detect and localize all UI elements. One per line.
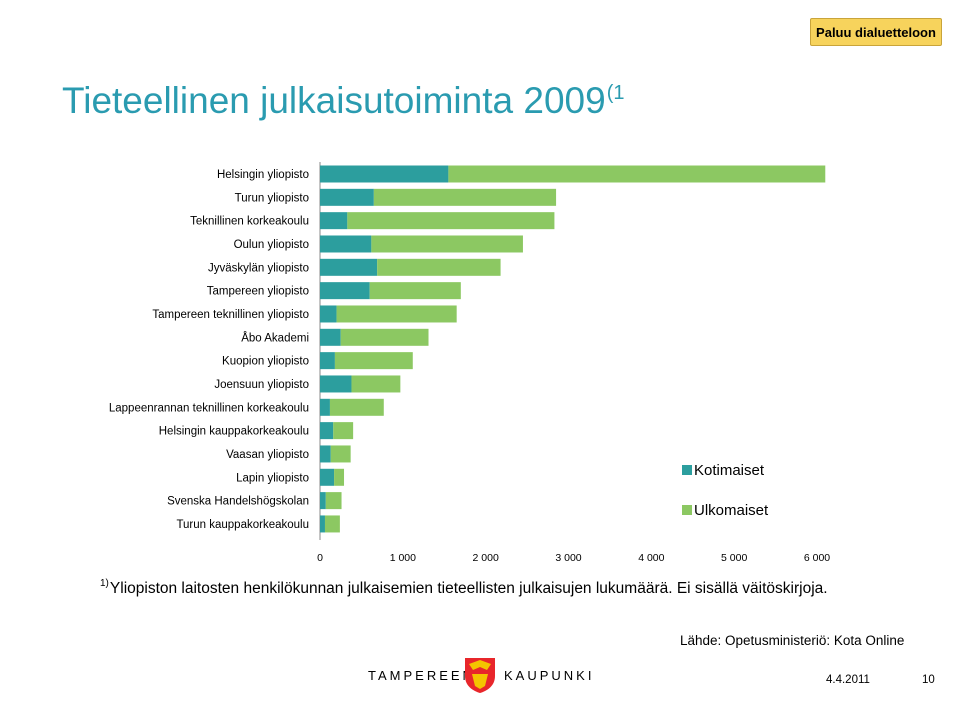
bar-ulkomaiset xyxy=(325,492,342,510)
title-text: Tieteellinen julkaisutoiminta 2009 xyxy=(62,80,606,121)
bar-kotimaiset xyxy=(320,492,326,510)
bar-ulkomaiset xyxy=(336,305,457,323)
legend-swatch xyxy=(682,465,692,475)
bar-kotimaiset xyxy=(320,468,335,486)
category-label: Turun kauppakorkeakoulu xyxy=(176,519,309,531)
category-label: Jyväskylän yliopisto xyxy=(208,262,309,274)
bar-ulkomaiset xyxy=(340,328,429,346)
x-tick-label: 6 000 xyxy=(804,552,830,564)
legend-label: Kotimaiset xyxy=(694,462,765,479)
category-label: Lapin yliopisto xyxy=(236,472,309,484)
bar-ulkomaiset xyxy=(334,352,413,370)
page-number: 10 xyxy=(922,674,935,686)
bar-kotimaiset xyxy=(320,515,325,533)
bar-kotimaiset xyxy=(320,165,449,183)
bar-kotimaiset xyxy=(320,352,335,370)
bar-ulkomaiset xyxy=(334,468,345,486)
bar-kotimaiset xyxy=(320,212,348,230)
back-to-slide-list-button[interactable]: Paluu dialuetteloon xyxy=(810,18,942,46)
bar-ulkomaiset xyxy=(448,165,826,183)
title-footnote-mark: (1 xyxy=(606,82,625,104)
tampere-crest-icon xyxy=(465,658,495,693)
category-label: Helsingin yliopisto xyxy=(217,169,309,181)
bar-ulkomaiset xyxy=(324,515,340,533)
bar-ulkomaiset xyxy=(333,422,354,440)
category-label: Svenska Handelshögskolan xyxy=(167,496,309,508)
x-tick-label: 1 000 xyxy=(390,552,416,564)
x-tick-label: 2 000 xyxy=(473,552,499,564)
category-label: Tampereen teknillinen yliopisto xyxy=(152,309,309,321)
bar-ulkomaiset xyxy=(347,212,555,230)
bar-ulkomaiset xyxy=(369,282,461,300)
bar-ulkomaiset xyxy=(329,398,384,416)
bar-kotimaiset xyxy=(320,282,370,300)
bar-kotimaiset xyxy=(320,422,334,440)
logo-text-kaupunki: KAUPUNKI xyxy=(504,668,595,683)
x-tick-label: 0 xyxy=(317,552,323,564)
category-label: Teknillinen korkeakoulu xyxy=(190,216,309,228)
bar-kotimaiset xyxy=(320,375,352,393)
source-text: Lähde: Opetusministeriö: Kota Online xyxy=(680,633,905,648)
bar-kotimaiset xyxy=(320,445,331,463)
bar-kotimaiset xyxy=(320,398,330,416)
bar-kotimaiset xyxy=(320,188,374,206)
bar-ulkomaiset xyxy=(373,188,557,206)
category-label: Helsingin kauppakorkeakoulu xyxy=(159,426,309,438)
bar-kotimaiset xyxy=(320,305,337,323)
legend-swatch xyxy=(682,505,692,515)
page-title: Tieteellinen julkaisutoiminta 2009(1 xyxy=(62,80,624,122)
category-label: Tampereen yliopisto xyxy=(207,286,309,298)
bar-kotimaiset xyxy=(320,235,372,253)
category-label: Kuopion yliopisto xyxy=(222,356,309,368)
bar-kotimaiset xyxy=(320,258,378,276)
logo-text-tampereen: TAMPEREEN xyxy=(368,668,475,683)
x-tick-label: 5 000 xyxy=(721,552,747,564)
footnote-mark: 1) xyxy=(100,578,109,589)
footnote: 1)Yliopiston laitosten henkilökunnan jul… xyxy=(100,578,828,598)
category-label: Lappeenrannan teknillinen korkeakoulu xyxy=(109,402,309,414)
category-label: Joensuun yliopisto xyxy=(214,379,309,391)
bar-ulkomaiset xyxy=(330,445,351,463)
bar-ulkomaiset xyxy=(351,375,401,393)
x-tick-label: 3 000 xyxy=(555,552,581,564)
date: 4.4.2011 xyxy=(826,674,870,686)
category-label: Oulun yliopisto xyxy=(234,239,309,251)
category-label: Åbo Akademi xyxy=(241,331,309,344)
x-tick-label: 4 000 xyxy=(638,552,664,564)
bar-kotimaiset xyxy=(320,328,341,346)
legend-label: Ulkomaiset xyxy=(694,502,769,519)
category-label: Turun yliopisto xyxy=(235,192,309,204)
bar-ulkomaiset xyxy=(371,235,523,253)
bar-ulkomaiset xyxy=(377,258,501,276)
footnote-text: Yliopiston laitosten henkilökunnan julka… xyxy=(109,580,828,597)
category-label: Vaasan yliopisto xyxy=(226,449,309,461)
